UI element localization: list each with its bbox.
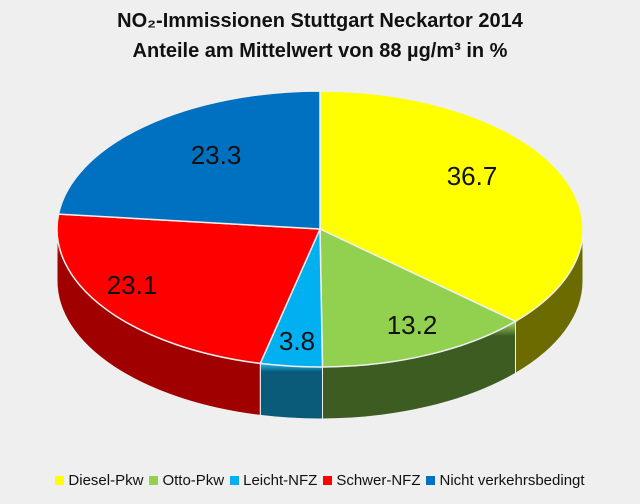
- legend-label: Schwer-NFZ: [336, 472, 421, 489]
- pie-slice-nicht-verkehrsbedingt: [57, 90, 321, 230]
- legend-label: Diesel-Pkw: [68, 472, 144, 489]
- pie-slice-otto-pkw: [319, 227, 518, 368]
- pie-side-leicht-nfz: [259, 362, 323, 420]
- legend-swatch: [323, 475, 333, 485]
- legend-swatch: [230, 475, 240, 485]
- legend-swatch: [149, 475, 159, 485]
- legend-swatch: [55, 475, 65, 485]
- chart-title: NO₂-Immissionen Stuttgart Neckartor 2014: [117, 10, 523, 32]
- legend-item: Schwer-NFZ: [323, 472, 420, 489]
- data-label: 3.8: [279, 326, 315, 356]
- legend-item: Otto-Pkw: [149, 472, 224, 489]
- data-label: 13.2: [387, 310, 438, 340]
- pie-slice-diesel-pkw: [319, 90, 584, 323]
- legend-label: Otto-Pkw: [162, 472, 225, 489]
- pie-slice-schwer-nfz: [56, 213, 322, 365]
- legend-label: Leicht-NFZ: [243, 472, 318, 489]
- legend: Diesel-Pkw Otto-Pkw Leicht-NFZ Schwer-NFZ Ni…: [0, 472, 640, 489]
- legend-swatch: [426, 475, 436, 485]
- legend-item: Diesel-Pkw: [55, 472, 143, 489]
- legend-label: Nicht verkehrsbedingt: [439, 472, 585, 489]
- data-label: 23.1: [107, 270, 158, 300]
- legend-item: Nicht verkehrsbedingt: [426, 472, 585, 489]
- legend-item: Leicht-NFZ: [230, 472, 317, 489]
- data-label: 36.7: [447, 161, 498, 191]
- chart-subtitle: Anteile am Mittelwert von 88 µg/m³ in %: [132, 40, 508, 62]
- data-label: 23.3: [191, 140, 242, 170]
